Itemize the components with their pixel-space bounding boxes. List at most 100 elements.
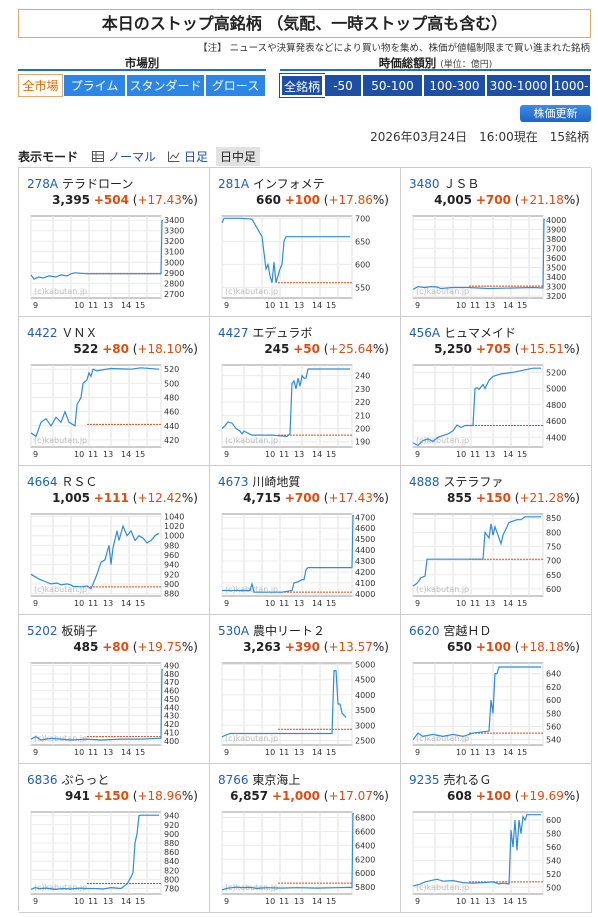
stock-link[interactable]: 4673 川崎地質 [218, 473, 300, 490]
mode-intraday[interactable]: 日中足 [216, 147, 261, 166]
stock-link[interactable]: 5202 板硝子 [27, 622, 97, 639]
chart-frame [412, 364, 544, 448]
y-tick-label: 440 [164, 703, 179, 712]
stock-name: ＲＳＣ [61, 475, 98, 489]
y-tick-label: 4300 [355, 557, 375, 566]
x-tick-label: 14 [503, 748, 513, 757]
stock-name: テラドローン [61, 177, 134, 191]
market-cap-button[interactable]: -50 [324, 74, 362, 97]
stock-change-pct: +17.43 [328, 491, 373, 505]
price-line [412, 218, 545, 290]
market-cap-button[interactable]: 全銘柄 [279, 73, 325, 98]
refresh-button[interactable]: 株価更新 [520, 105, 591, 122]
y-tick-label: 6000 [355, 869, 375, 878]
stock-change: +1,000 [271, 789, 320, 803]
x-tick-label: 14 [312, 748, 322, 757]
x-tick-label: 13 [294, 450, 304, 459]
market-button[interactable]: 全市場 [18, 74, 63, 97]
x-tick-label: 9 [33, 897, 38, 906]
market-button[interactable]: プライム [63, 74, 126, 97]
market-button[interactable]: スタンダード [126, 74, 205, 97]
stock-price-row: 6,857 +1,000 (+17.07%) [230, 789, 389, 803]
market-cap-button[interactable]: 300-1000 [486, 74, 551, 97]
stock-change: +390 [284, 640, 320, 654]
stock-link[interactable]: 530A 農中リート２ [218, 622, 325, 639]
stock-name: 板硝子 [61, 624, 98, 638]
y-tick-label: 5800 [355, 883, 375, 892]
y-tick-label: 4000 [355, 691, 375, 700]
stock-name: ステラファ [443, 475, 504, 489]
y-tick-label: 520 [546, 870, 561, 879]
stock-link[interactable]: 4664 ＲＳＣ [27, 473, 97, 490]
intraday-chart: 850 800 750 700 650 600 (c)kabutan.jp 9 10 11 13 14… [412, 513, 561, 608]
stock-link[interactable]: 3480 ＪＳＢ [409, 175, 479, 192]
chart-frame [221, 811, 353, 895]
watermark: (c)kabutan.jp [34, 436, 87, 445]
stock-link[interactable]: 278A テラドローン [27, 175, 133, 192]
mode-intraday-label: 日中足 [220, 150, 257, 164]
y-tick-label: 5000 [546, 385, 566, 394]
x-tick-label: 9 [33, 301, 38, 310]
stock-change: +700 [475, 193, 511, 207]
y-tick-label: 500 [164, 379, 179, 388]
stock-change: +150 [475, 491, 511, 505]
y-tick-label: 480 [164, 394, 179, 403]
stock-card: 4427 エデュラボ 245 +50 (+25.64%) 240 230 220 210 2… [210, 317, 401, 466]
x-tick-label: 13 [294, 599, 304, 608]
market-group-title: 市場別 [124, 56, 160, 70]
y-tick-label: 4000 [546, 216, 566, 225]
stock-link[interactable]: 4888 ステラファ [409, 473, 503, 490]
market-cap-button[interactable]: 100-300 [423, 74, 486, 97]
stock-link[interactable]: 6620 宮越ＨＤ [409, 622, 491, 639]
x-tick-label: 9 [224, 301, 229, 310]
x-tick-label: 11 [279, 301, 289, 310]
x-tick-label: 14 [503, 897, 513, 906]
stock-link[interactable]: 6836 ぷらっと [27, 771, 109, 788]
stock-link[interactable]: 4422 ＶＮＸ [27, 324, 97, 341]
stock-name: 川崎地質 [252, 475, 301, 489]
stock-change-pct: +18.96 [137, 789, 182, 803]
x-tick-label: 15 [135, 897, 145, 906]
y-tick-label: 420 [164, 436, 179, 445]
watermark: (c)kabutan.jp [225, 287, 278, 296]
x-tick-label: 9 [415, 599, 420, 608]
mode-daily[interactable]: 日足 [164, 147, 212, 166]
stock-link[interactable]: 9235 売れるＧ [409, 771, 491, 788]
stock-name: 宮越ＨＤ [443, 624, 492, 638]
x-tick-label: 9 [224, 897, 229, 906]
stock-code: 278A [27, 177, 59, 191]
x-tick-label: 15 [135, 450, 145, 459]
stock-price: 3,395 [52, 193, 91, 207]
chart-frame [30, 364, 162, 448]
x-tick-label: 10 [74, 301, 84, 310]
stock-change: +150 [93, 789, 129, 803]
stock-link[interactable]: 4427 エデュラボ [218, 324, 312, 341]
stock-link[interactable]: 281A インフォメテ [218, 175, 325, 192]
price-line [412, 814, 541, 887]
x-tick-label: 13 [485, 897, 495, 906]
market-cap-button[interactable]: 1000- [551, 74, 591, 97]
market-cap-button[interactable]: 50-100 [362, 74, 423, 97]
market-button[interactable]: グロース [205, 74, 266, 97]
x-tick-label: 11 [470, 599, 480, 608]
stock-link[interactable]: 456A ヒュマメイド [409, 324, 516, 341]
stock-code: 530A [218, 624, 250, 638]
y-tick-label: 2700 [164, 290, 184, 299]
price-line [30, 524, 160, 590]
stock-card: 456A ヒュマメイド 5,250 +705 (+15.51%) 5200 5000 4… [401, 317, 592, 466]
stock-link[interactable]: 8766 東京海上 [218, 771, 300, 788]
stock-code: 4422 [27, 326, 58, 340]
stock-code: 456A [409, 326, 441, 340]
stock-change: +100 [284, 193, 320, 207]
y-tick-label: 460 [164, 687, 179, 696]
stock-change-pct: +13.57 [328, 640, 373, 654]
price-line [30, 367, 160, 438]
chart-frame [221, 513, 353, 597]
stock-price-row: 941 +150 (+18.96%) [64, 789, 198, 803]
intraday-chart: 4700 4600 4500 4400 4300 4200 4100 4000 (c)kabut… [221, 513, 375, 608]
y-tick-label: 240 [355, 372, 370, 381]
mode-normal[interactable]: ノーマル [88, 147, 160, 166]
x-tick-label: 9 [33, 450, 38, 459]
